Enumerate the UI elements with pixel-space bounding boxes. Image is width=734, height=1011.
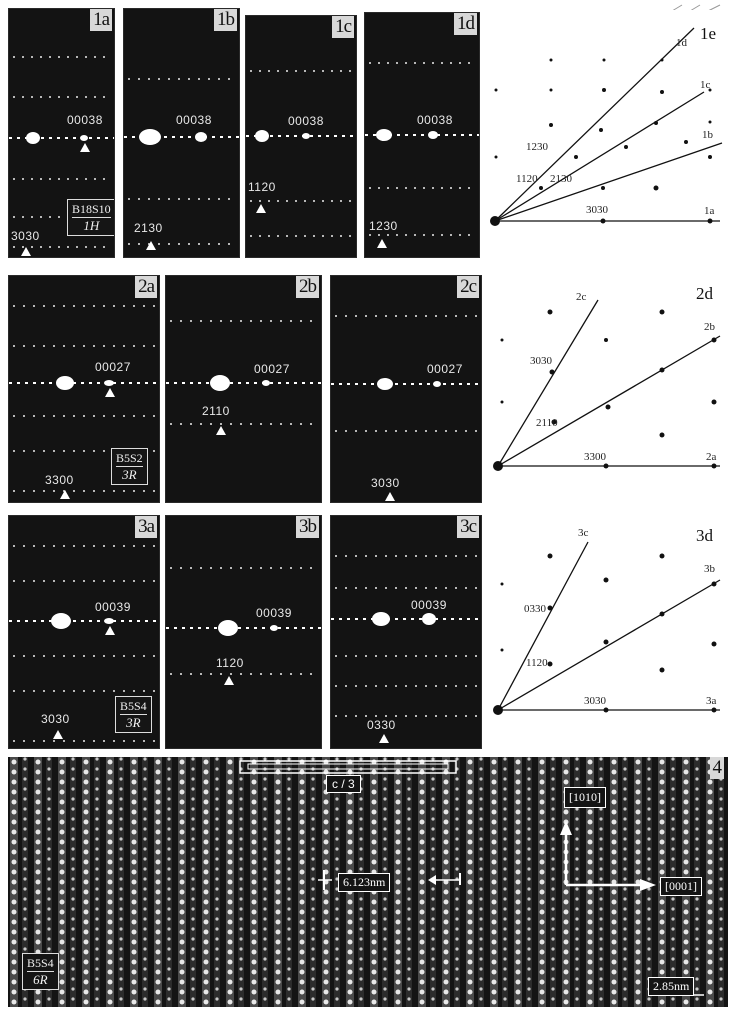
index-label-b: 3300	[45, 473, 74, 487]
point-label: 1230	[526, 141, 549, 153]
point-label: 3300	[584, 451, 607, 463]
panel-label: 2c	[457, 276, 479, 298]
point-label: 3030	[584, 695, 607, 707]
reflection-marker	[105, 626, 115, 635]
index-label-c: 00027	[254, 362, 290, 376]
reciprocal-lattice-diagram-1e: 1e 1d 1c 1b 1a 1230 1120 2130 3030	[486, 10, 726, 256]
reciprocal-lattice-diagram-2d: 2d 2c 2b 2a 3030 2110 3300	[486, 280, 726, 500]
reflection-marker	[105, 388, 115, 397]
point-label: 2110	[536, 417, 558, 429]
panel-label: 1a	[90, 9, 112, 31]
point-label: 0330	[524, 603, 547, 615]
reflection-marker	[224, 676, 234, 685]
panel-label: 1c	[332, 16, 354, 38]
diffraction-panel-2b: 2b 00027 2110	[165, 275, 322, 503]
index-label-c: 00027	[427, 362, 463, 376]
reflection-marker	[21, 247, 31, 256]
reflection-marker	[256, 204, 266, 213]
diffraction-panel-3a: 3a 00039 B5S4 3R 3030	[8, 515, 160, 749]
diffraction-panel-1d: 1d 00038 1230	[364, 12, 480, 258]
reflection-marker	[377, 239, 387, 248]
line-label: 1c	[700, 79, 711, 91]
panel-label: 3b	[296, 516, 319, 538]
diagram-label: 1e	[700, 24, 717, 43]
index-label-b: 3030	[371, 476, 400, 490]
index-label-b: 3030	[11, 229, 40, 243]
phase-box: B5S4 3R	[115, 696, 152, 733]
line-label: 1d	[676, 37, 688, 49]
index-label-m: 1120	[248, 180, 276, 194]
direction-label-right: [0001]	[660, 877, 702, 896]
index-label-c: 00038	[417, 113, 453, 127]
point-label: 1120	[516, 173, 538, 185]
index-label-c: 00038	[67, 113, 103, 127]
line-label: 1b	[702, 129, 714, 141]
direction-label-up: [1010]	[564, 787, 606, 808]
phase-box: B18S10 1H	[67, 199, 114, 236]
reflection-marker	[80, 143, 90, 152]
spacing-label: 6.123nm	[338, 873, 391, 892]
diffraction-panel-2c: 2c 00027 3030	[330, 275, 482, 503]
point-label: 1120	[526, 657, 548, 669]
reflection-marker	[146, 241, 156, 250]
diagram-label: 2d	[696, 284, 713, 303]
diffraction-panel-3b: 3b 00039 1120	[165, 515, 322, 749]
diffraction-panel-2a: 2a 00027 B5S2 3R 3300	[8, 275, 160, 503]
line-label: 3a	[706, 695, 717, 707]
panel-label: 4	[709, 757, 724, 779]
index-label-b: 0330	[367, 718, 396, 732]
reflection-marker	[53, 730, 63, 739]
point-label: 3030	[586, 204, 609, 216]
page-corner-mark	[670, 0, 732, 12]
panel-label: 1d	[454, 13, 477, 35]
diagram-label: 3d	[696, 526, 713, 545]
diffraction-panel-1a: 1a 00038 B18S10 1H 3030	[8, 8, 115, 258]
diffraction-panel-1c: 1c 00038 1120	[245, 15, 357, 258]
panel-label: 3c	[457, 516, 479, 538]
index-label-c: 00039	[411, 598, 447, 612]
index-label-c: 00027	[95, 360, 131, 374]
reflection-marker	[379, 734, 389, 743]
point-label: 2130	[550, 173, 573, 185]
reflection-marker	[216, 426, 226, 435]
index-label-b: 1230	[369, 219, 398, 233]
diffraction-panel-1b: 1b 00038 2130	[123, 8, 240, 258]
scale-bar-label: 2.85nm	[648, 977, 695, 996]
phase-box: B5S2 3R	[111, 448, 148, 485]
line-label: 2a	[706, 451, 717, 463]
hrtem-image-4: 4 c / 3 [1010] [0001] 6.123nm 2.85nm B5S…	[8, 757, 728, 1007]
index-label-m: 1120	[216, 656, 244, 670]
panel-label: 3a	[135, 516, 157, 538]
diffraction-panel-3c: 3c 00039 0330	[330, 515, 482, 749]
panel-label: 1b	[214, 9, 237, 31]
reciprocal-lattice-diagram-3d: 3d 3c 3b 3a 0330 1120 3030	[486, 520, 726, 744]
index-label-c: 00039	[256, 606, 292, 620]
index-label-b: 2130	[134, 221, 163, 235]
line-label: 2c	[576, 291, 587, 303]
index-label-b: 3030	[41, 712, 70, 726]
reflection-marker	[385, 492, 395, 501]
panel-label: 2a	[135, 276, 157, 298]
line-label: 2b	[704, 321, 716, 333]
line-label: 3c	[578, 527, 589, 539]
index-label-c: 00039	[95, 600, 131, 614]
line-label: 1a	[704, 205, 715, 217]
phase-box: B5S4 6R	[22, 953, 59, 990]
c-axis-label: c / 3	[326, 775, 361, 793]
index-label-c: 00038	[176, 113, 212, 127]
line-label: 3b	[704, 563, 716, 575]
reflection-marker	[60, 490, 70, 499]
index-label-c: 00038	[288, 114, 324, 128]
point-label: 3030	[530, 355, 553, 367]
index-label-m: 2110	[202, 404, 230, 418]
panel-label: 2b	[296, 276, 319, 298]
